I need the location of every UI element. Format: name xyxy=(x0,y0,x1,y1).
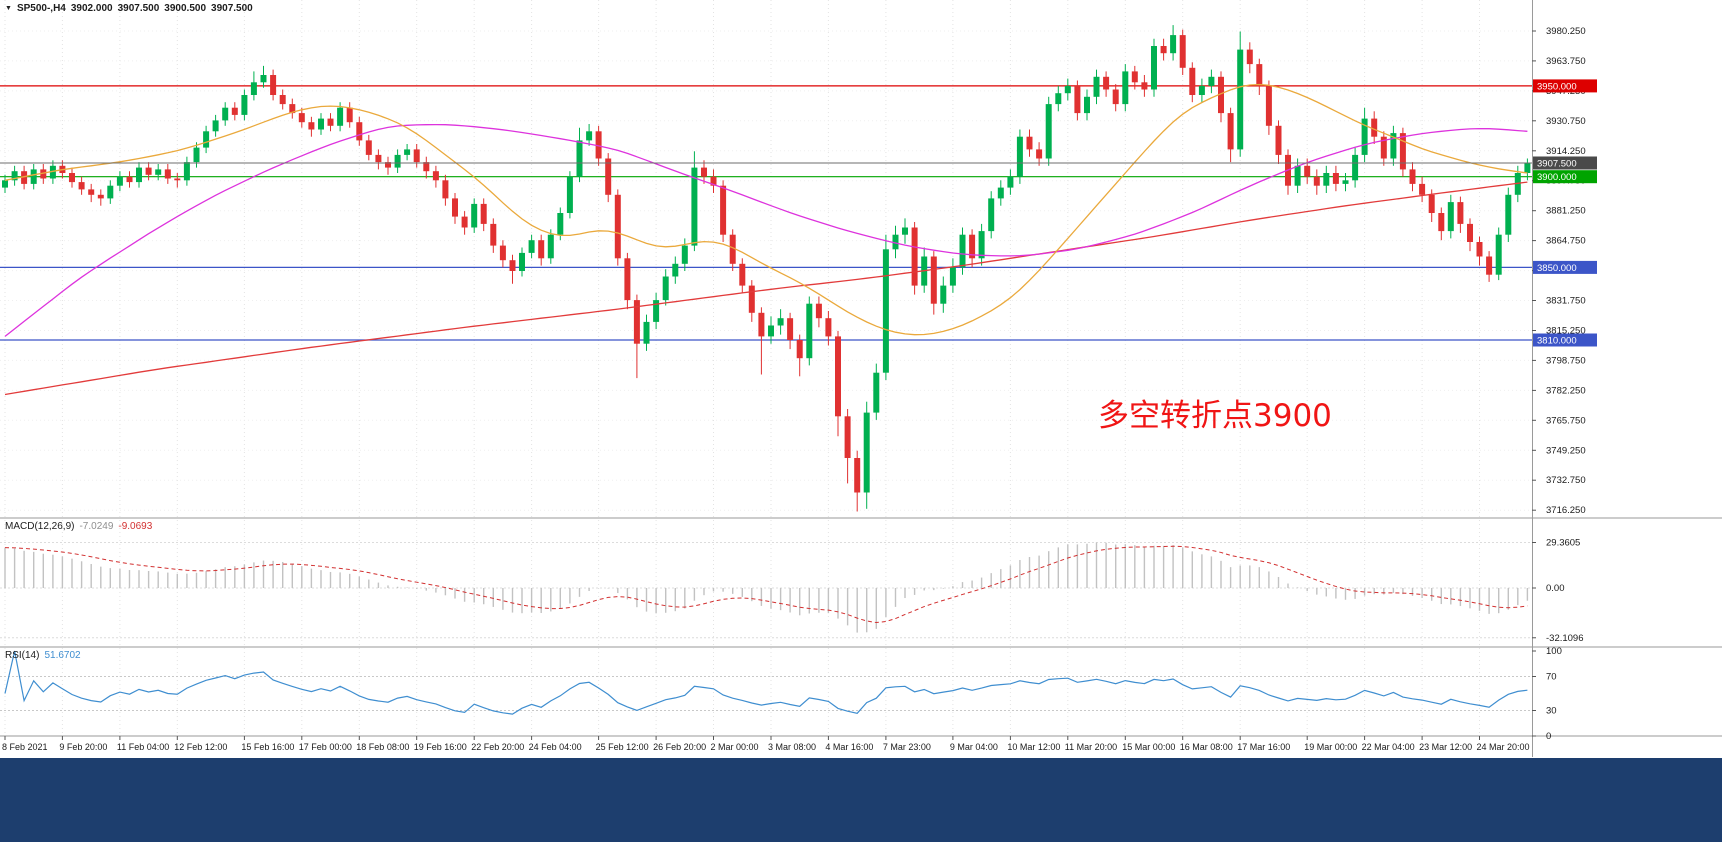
svg-text:18 Feb 08:00: 18 Feb 08:00 xyxy=(356,742,409,752)
svg-text:3732.750: 3732.750 xyxy=(1546,475,1586,486)
svg-text:12 Feb 12:00: 12 Feb 12:00 xyxy=(174,742,227,752)
svg-text:3716.250: 3716.250 xyxy=(1546,505,1586,516)
svg-text:23 Mar 12:00: 23 Mar 12:00 xyxy=(1419,742,1472,752)
svg-text:11 Feb 04:00: 11 Feb 04:00 xyxy=(117,742,169,752)
symbol-dropdown-icon[interactable]: ▼ xyxy=(5,5,12,12)
moving-averages xyxy=(4,83,1528,396)
ma-mid-magenta xyxy=(4,123,1528,337)
svg-text:3881.250: 3881.250 xyxy=(1546,206,1586,217)
svg-text:3980.250: 3980.250 xyxy=(1546,26,1586,37)
svg-text:15 Mar 00:00: 15 Mar 00:00 xyxy=(1122,742,1175,752)
svg-text:3907.500: 3907.500 xyxy=(1537,159,1577,170)
svg-text:29.3605: 29.3605 xyxy=(1546,537,1580,548)
price-tag-3850.000 xyxy=(1533,260,1597,274)
ma-slow-red xyxy=(4,181,1528,396)
rsi-indicator-label: RSI(14) 51.6702 xyxy=(5,650,81,661)
svg-text:30: 30 xyxy=(1546,706,1557,717)
symbol-label: SP500-,H4 xyxy=(16,3,66,14)
svg-text:0.00: 0.00 xyxy=(1546,583,1565,594)
svg-text:19 Mar 00:00: 19 Mar 00:00 xyxy=(1304,742,1357,752)
svg-text:3930.750: 3930.750 xyxy=(1546,116,1586,127)
svg-text:24 Mar 20:00: 24 Mar 20:00 xyxy=(1477,742,1530,752)
price-axis: 3980.2503963.7503947.2503930.7503914.250… xyxy=(0,0,1722,757)
ohlc-high: 3907.500 xyxy=(117,3,160,14)
macd-signal-value: -9.0693 xyxy=(118,521,153,532)
svg-text:3914.250: 3914.250 xyxy=(1546,146,1586,157)
bottom-strip xyxy=(0,758,1722,842)
chart-header: ▼ SP500-,H4 3902.000 3907.500 3900.500 3… xyxy=(5,3,253,14)
ma-fast-orange xyxy=(4,83,1528,336)
svg-text:3810.000: 3810.000 xyxy=(1537,336,1577,347)
svg-text:3850.000: 3850.000 xyxy=(1537,263,1577,274)
price-tag-3900.000 xyxy=(1533,170,1597,184)
ohlc-close: 3907.500 xyxy=(211,3,253,14)
rsi-value: 51.6702 xyxy=(44,650,81,661)
svg-text:3864.750: 3864.750 xyxy=(1546,236,1586,247)
annotation-text-object[interactable]: 多空转折点3900 xyxy=(1098,398,1332,434)
rsi-pane xyxy=(0,650,1532,715)
price-tag-3810.000 xyxy=(1533,333,1597,347)
svg-text:3963.750: 3963.750 xyxy=(1546,56,1586,67)
svg-text:17 Feb 00:00: 17 Feb 00:00 xyxy=(299,742,352,752)
svg-text:3815.250: 3815.250 xyxy=(1546,326,1586,337)
svg-text:3765.750: 3765.750 xyxy=(1546,415,1586,426)
svg-text:70: 70 xyxy=(1546,672,1557,683)
svg-text:3900.000: 3900.000 xyxy=(1537,172,1577,183)
svg-text:0: 0 xyxy=(1546,731,1551,742)
svg-text:3798.750: 3798.750 xyxy=(1546,355,1586,366)
svg-text:15 Feb 16:00: 15 Feb 16:00 xyxy=(241,742,294,752)
svg-text:10 Mar 12:00: 10 Mar 12:00 xyxy=(1007,742,1060,752)
svg-text:9 Feb 20:00: 9 Feb 20:00 xyxy=(59,742,107,752)
svg-text:8 Feb 2021: 8 Feb 2021 xyxy=(2,742,48,752)
svg-text:25 Feb 12:00: 25 Feb 12:00 xyxy=(596,742,649,752)
ohlc-low: 3900.500 xyxy=(164,3,207,14)
chart-canvas[interactable]: 3980.2503963.7503947.2503930.7503914.250… xyxy=(0,0,1722,758)
svg-text:3831.750: 3831.750 xyxy=(1546,296,1586,307)
svg-text:22 Feb 20:00: 22 Feb 20:00 xyxy=(471,742,524,752)
svg-text:2 Mar 00:00: 2 Mar 00:00 xyxy=(711,742,759,752)
svg-text:3782.250: 3782.250 xyxy=(1546,385,1586,396)
svg-text:9 Mar 04:00: 9 Mar 04:00 xyxy=(950,742,998,752)
svg-text:26 Feb 20:00: 26 Feb 20:00 xyxy=(653,742,706,752)
svg-text:24 Feb 04:00: 24 Feb 04:00 xyxy=(529,742,582,752)
svg-text:17 Mar 16:00: 17 Mar 16:00 xyxy=(1237,742,1290,752)
candles xyxy=(2,25,1531,512)
rsi-name: RSI(14) xyxy=(5,650,40,661)
svg-text:3950.000: 3950.000 xyxy=(1537,81,1577,92)
price-tag-3907.500 xyxy=(1533,156,1597,170)
svg-text:3 Mar 08:00: 3 Mar 08:00 xyxy=(768,742,816,752)
macd-signal-line xyxy=(4,545,1528,624)
svg-text:22 Mar 04:00: 22 Mar 04:00 xyxy=(1362,742,1415,752)
rsi-line xyxy=(4,650,1528,715)
svg-text:7 Mar 23:00: 7 Mar 23:00 xyxy=(883,742,931,752)
svg-text:4 Mar 16:00: 4 Mar 16:00 xyxy=(825,742,873,752)
macd-main-value: -7.0249 xyxy=(79,521,114,532)
svg-text:11 Mar 20:00: 11 Mar 20:00 xyxy=(1065,742,1117,752)
svg-text:19 Feb 16:00: 19 Feb 16:00 xyxy=(414,742,467,752)
date-axis: 8 Feb 2021 9 Feb 20:00 11 Feb 04:00 12 Feb … xyxy=(2,736,1530,752)
macd-pane xyxy=(0,541,1532,639)
svg-text:100: 100 xyxy=(1546,646,1562,657)
horizontal-level-lines xyxy=(0,85,1532,341)
svg-text:16 Mar 08:00: 16 Mar 08:00 xyxy=(1180,742,1233,752)
ohlc-open: 3902.000 xyxy=(70,3,113,14)
macd-indicator-label: MACD(12,26,9) -7.0249 -9.0693 xyxy=(5,521,152,532)
svg-text:3749.250: 3749.250 xyxy=(1546,445,1586,456)
price-tag-3950.000 xyxy=(1533,79,1597,93)
macd-name: MACD(12,26,9) xyxy=(5,521,75,532)
svg-text:-32.1096: -32.1096 xyxy=(1546,633,1584,644)
grid-lines xyxy=(0,0,1532,736)
